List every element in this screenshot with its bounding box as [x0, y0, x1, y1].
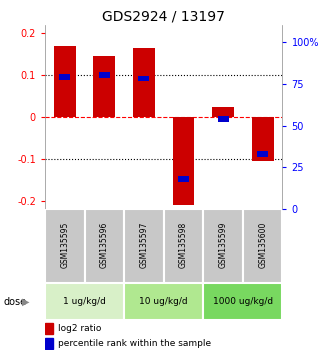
- Text: GSM135597: GSM135597: [139, 222, 148, 268]
- Bar: [173, 117, 195, 205]
- Text: percentile rank within the sample: percentile rank within the sample: [58, 339, 211, 348]
- Bar: [99, 73, 110, 78]
- Bar: [243, 210, 282, 283]
- Bar: [164, 210, 203, 283]
- Bar: [45, 283, 124, 320]
- Text: log2 ratio: log2 ratio: [58, 324, 101, 333]
- Bar: [84, 210, 124, 283]
- Bar: [203, 283, 282, 320]
- Text: GSM135598: GSM135598: [179, 222, 188, 268]
- Text: ▶: ▶: [22, 297, 29, 307]
- Bar: [252, 117, 273, 161]
- Bar: [45, 338, 53, 349]
- Bar: [257, 151, 268, 157]
- Bar: [45, 323, 53, 334]
- Text: GSM135599: GSM135599: [219, 222, 228, 268]
- Title: GDS2924 / 13197: GDS2924 / 13197: [102, 10, 225, 24]
- Bar: [124, 283, 203, 320]
- Bar: [59, 74, 70, 80]
- Text: GSM135596: GSM135596: [100, 222, 109, 268]
- Bar: [138, 76, 150, 81]
- Bar: [133, 48, 155, 117]
- Text: GSM135595: GSM135595: [60, 222, 69, 268]
- Text: 1000 ug/kg/d: 1000 ug/kg/d: [213, 297, 273, 306]
- Bar: [212, 107, 234, 117]
- Text: GSM135600: GSM135600: [258, 222, 267, 268]
- Bar: [203, 210, 243, 283]
- Bar: [54, 46, 76, 117]
- Text: dose: dose: [3, 297, 26, 307]
- Bar: [218, 116, 229, 121]
- Bar: [124, 210, 164, 283]
- Bar: [93, 56, 115, 117]
- Bar: [178, 177, 189, 182]
- Text: 10 ug/kg/d: 10 ug/kg/d: [139, 297, 188, 306]
- Bar: [45, 210, 84, 283]
- Text: 1 ug/kg/d: 1 ug/kg/d: [63, 297, 106, 306]
